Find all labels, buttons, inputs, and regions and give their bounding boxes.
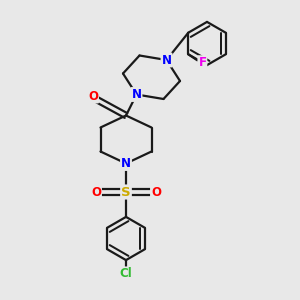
Text: N: N [131,88,142,101]
Text: N: N [121,157,131,170]
Text: F: F [198,56,206,69]
Text: O: O [151,185,161,199]
Text: N: N [161,53,172,67]
Text: Cl: Cl [120,267,132,280]
Text: S: S [121,185,131,199]
Text: O: O [88,89,98,103]
Text: O: O [91,185,101,199]
